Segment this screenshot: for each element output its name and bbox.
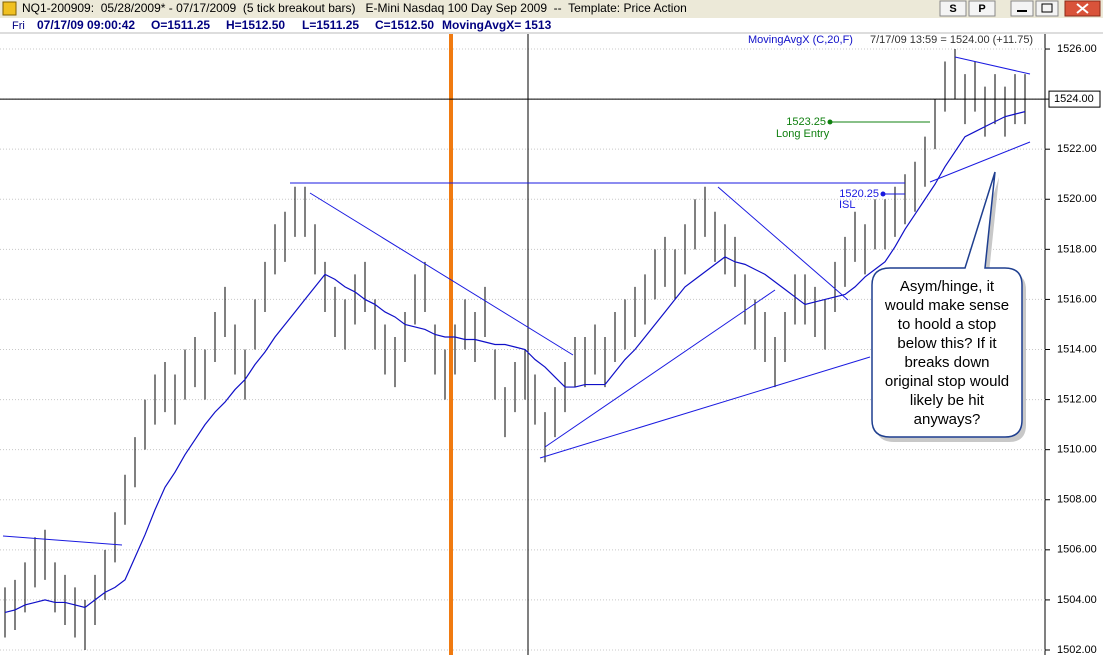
callout-line: breaks down [904,354,989,371]
current-price-box [1048,90,1101,108]
isl-price: 1520.25 [839,188,879,200]
current-price-label: 1524.00 [1054,93,1094,105]
callout-line: would make sense [884,297,1009,314]
info-close: C=1512.50 [375,18,434,32]
info-time: 07/17/09 09:00:42 [37,18,135,32]
trendline [539,356,871,459]
y-tick-label: 1504.00 [1057,594,1097,606]
info-day: Fri [12,20,25,32]
y-tick-label: 1518.00 [1057,243,1097,255]
long-entry-price: 1523.25 [786,116,826,128]
minimize-button[interactable] [1010,0,1034,17]
info-bar [0,18,1103,33]
y-tick-label: 1514.00 [1057,343,1097,355]
trendline [929,141,1031,183]
p-button[interactable] [968,0,996,17]
y-tick-label: 1508.00 [1057,494,1097,506]
app-icon [2,1,17,16]
isl-label: ISL [839,199,856,211]
y-tick-label: 1520.00 [1057,193,1097,205]
long-entry-dot [827,119,833,125]
info-high: H=1512.50 [226,18,285,32]
y-tick-label: 1522.00 [1057,143,1097,155]
callout-line: to hoold a stop [898,316,996,333]
y-tick-label: 1512.00 [1057,393,1097,405]
info-indicator: MovingAvgX= 1513 [442,18,552,32]
y-tick-label: 1506.00 [1057,544,1097,556]
trendline [2,535,123,546]
close-icon [1076,3,1089,14]
price-bars [4,49,1026,650]
p-button-label[interactable]: P [978,3,985,15]
title-bar [0,0,1103,18]
indicator-label: MovingAvgX (C,20,F) [748,34,853,46]
callout-line: likely be hit [910,392,985,409]
trendline [954,56,1031,75]
trendlines [2,56,1031,546]
plot-area [0,34,1045,655]
trendline [309,192,574,356]
callout-bubble [871,171,1023,438]
moving-average-line [4,111,1026,614]
trendline [717,186,849,301]
y-tick-label: 1510.00 [1057,444,1097,456]
maximize-icon [1041,3,1053,13]
callout-line: anyways? [914,411,981,428]
status-label: 7/17/09 13:59 = 1524.00 (+11.75) [870,34,1033,46]
callout-line: original stop would [885,373,1009,390]
s-button-label[interactable]: S [949,3,956,15]
callout-line: Asym/hinge, it [900,278,995,295]
callout-line: below this? If it [897,335,997,352]
maximize-button[interactable] [1035,0,1059,17]
s-button[interactable] [939,0,967,17]
info-low: L=1511.25 [302,18,359,32]
callout-text: Asym/hinge, it would make sense to hoold a… [884,278,1009,428]
y-tick-label: 1516.00 [1057,293,1097,305]
y-tick-label: 1526.00 [1057,43,1097,55]
info-open: O=1511.25 [151,18,210,32]
window-title: NQ1-200909: 05/28/2009* - 07/17/2009 (5 … [22,1,687,15]
trendline [544,289,776,448]
y-tick-label: 1502.00 [1057,644,1097,655]
long-entry-label: Long Entry [776,128,830,140]
isl-dot [880,191,886,197]
